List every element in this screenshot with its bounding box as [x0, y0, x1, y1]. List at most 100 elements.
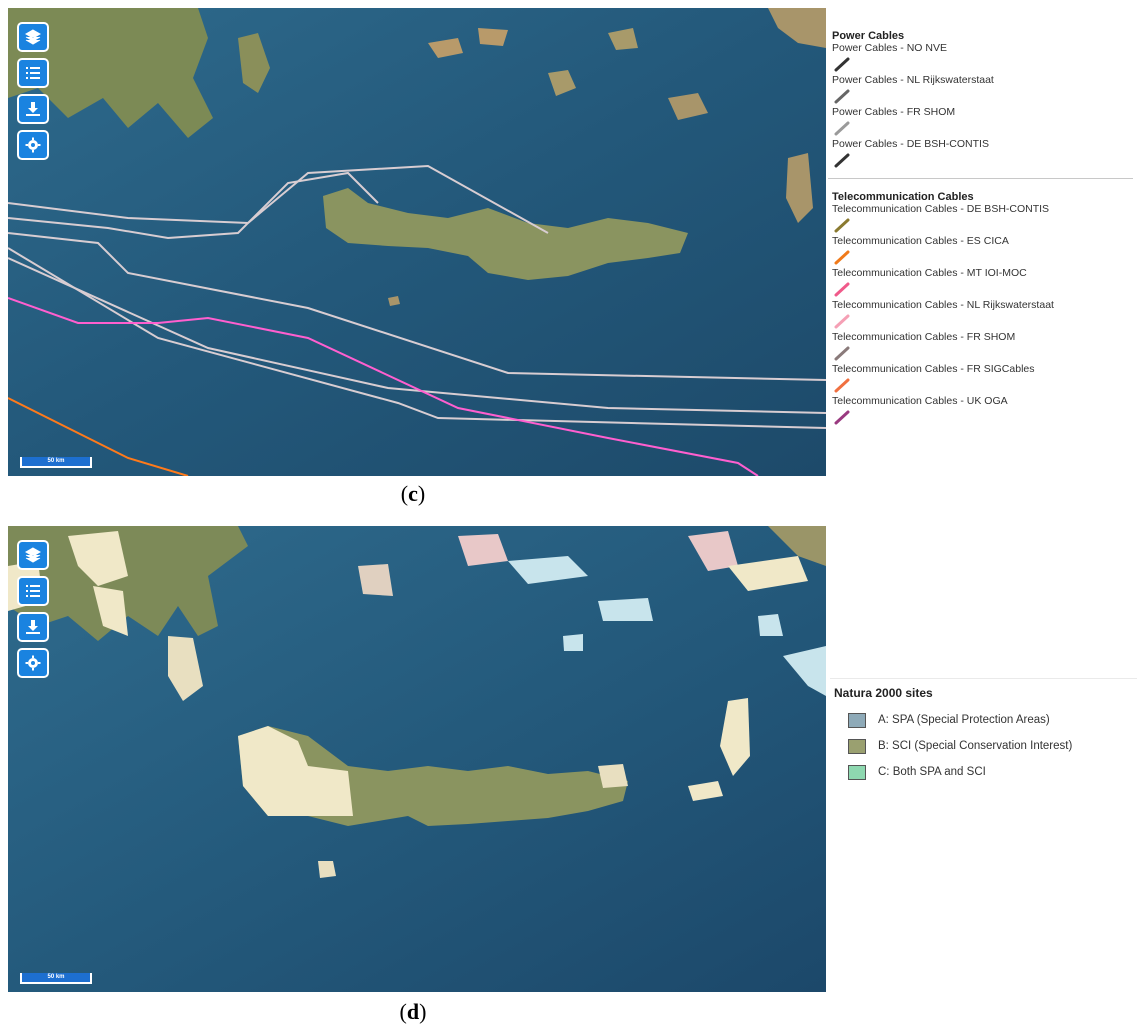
- map-toolbar-c: [17, 22, 49, 160]
- cable-line: [8, 257, 826, 414]
- legend-line-symbol: [834, 57, 850, 72]
- legend-title-natura: Natura 2000 sites: [834, 686, 933, 700]
- legend-entry: A: SPA (Special Protection Areas): [848, 707, 1137, 733]
- telecom-legend-list: Telecommunication Cables - DE BSH-CONTIS…: [832, 203, 1137, 427]
- natura-site: [508, 556, 588, 584]
- legend-entry: B: SCI (Special Conservation Interest): [848, 733, 1137, 759]
- layers-button[interactable]: [17, 540, 49, 570]
- legend-entry: Power Cables - FR SHOM: [832, 106, 1137, 138]
- natura-site: [598, 598, 653, 621]
- legend-entry: Telecommunication Cables - FR SIGCables: [832, 363, 1137, 395]
- natura-site: [598, 764, 628, 788]
- legend-entry-label: Telecommunication Cables - FR SHOM: [832, 331, 1016, 343]
- mainland-greece: [8, 526, 248, 641]
- layers-button[interactable]: [17, 22, 49, 52]
- natura-site: [688, 531, 738, 571]
- power-legend-list: Power Cables - NO NVE Power Cables - NL R…: [832, 42, 1137, 170]
- natura-site-west-crete: [238, 726, 353, 816]
- download-icon: [26, 620, 40, 634]
- island: [478, 28, 508, 46]
- crete-island: [323, 188, 688, 280]
- natura-site: [758, 614, 783, 636]
- natura-site: [68, 531, 128, 586]
- legend-entry-label: C: Both SPA and SCI: [878, 766, 986, 778]
- legend-entry-label: Power Cables - FR SHOM: [832, 106, 956, 118]
- legend-natura: Natura 2000 sites A: SPA (Special Protec…: [830, 678, 1137, 785]
- cable-line: [8, 171, 379, 240]
- natura-site: [783, 646, 826, 696]
- legend-line-symbol: [834, 250, 850, 265]
- island-kythira: [238, 33, 270, 93]
- legend-line-symbol: [834, 218, 850, 233]
- settings-button[interactable]: [17, 648, 49, 678]
- island: [668, 93, 708, 120]
- cable-line: [8, 164, 549, 234]
- legend-line-symbol: [834, 378, 850, 393]
- legend-entry-label: Telecommunication Cables - ES CICA: [832, 235, 1009, 247]
- legend-entry-label: B: SCI (Special Conservation Interest): [878, 740, 1073, 752]
- island-gavdos: [388, 296, 400, 306]
- gear-icon: [25, 655, 41, 671]
- layers-icon: [25, 547, 41, 563]
- legend-entry-label: A: SPA (Special Protection Areas): [878, 714, 1050, 726]
- list-icon: [26, 585, 40, 597]
- island: [428, 38, 463, 58]
- legend-line-symbol: [834, 153, 850, 168]
- download-button[interactable]: [17, 612, 49, 642]
- legend-entry-label: Telecommunication Cables - DE BSH-CONTIS: [832, 203, 1050, 215]
- legend-swatch: [848, 738, 866, 754]
- natura-site: [458, 534, 508, 566]
- natura-site: [688, 781, 723, 801]
- natura-site: [720, 698, 750, 776]
- legend-entry: Telecommunication Cables - DE BSH-CONTIS: [832, 203, 1137, 235]
- map-panel-c[interactable]: 50 km: [8, 8, 826, 476]
- legend-divider: [828, 178, 1133, 179]
- telecom-cable-line: [8, 297, 759, 476]
- caption-d: (d): [399, 999, 427, 1024]
- legend-list-button[interactable]: [17, 576, 49, 606]
- natura-site: [168, 636, 203, 701]
- legend-entry: C: Both SPA and SCI: [848, 759, 1137, 785]
- map-panel-d[interactable]: 50 km: [8, 526, 826, 992]
- legend-entry: Telecommunication Cables - FR SHOM: [832, 331, 1137, 363]
- natura-site: [358, 564, 393, 596]
- legend-line-symbol: [834, 282, 850, 297]
- cable-map[interactable]: [8, 8, 826, 476]
- legend-line-symbol: [834, 121, 850, 136]
- legend-cables: Power Cables Power Cables - NO NVE Power …: [828, 30, 1137, 427]
- legend-entry-label: Telecommunication Cables - MT IOI-MOC: [832, 267, 1027, 279]
- legend-entry: Telecommunication Cables - ES CICA: [832, 235, 1137, 267]
- map-toolbar-d: [17, 540, 49, 678]
- list-icon: [26, 67, 40, 79]
- legend-entry: Telecommunication Cables - MT IOI-MOC: [832, 267, 1137, 299]
- turkey-coast: [768, 526, 826, 566]
- legend-entry: Power Cables - NL Rijkswaterstaat: [832, 74, 1137, 106]
- island-karpathos: [786, 153, 813, 223]
- layers-icon: [25, 29, 41, 45]
- settings-button[interactable]: [17, 130, 49, 160]
- scale-bar: 50 km: [20, 973, 92, 984]
- legend-entry-label: Telecommunication Cables - UK OGA: [832, 395, 1008, 407]
- download-button[interactable]: [17, 94, 49, 124]
- natura-site: [93, 586, 128, 636]
- island-turkey-coast: [768, 8, 826, 48]
- download-icon: [26, 102, 40, 116]
- scale-bar: 50 km: [20, 457, 92, 468]
- mainland-greece: [8, 8, 213, 138]
- legend-entry: Telecommunication Cables - UK OGA: [832, 395, 1137, 427]
- legend-entry-label: Telecommunication Cables - NL Rijkswater…: [832, 299, 1054, 311]
- legend-entry-label: Power Cables - NL Rijkswaterstaat: [832, 74, 994, 86]
- legend-entry-label: Power Cables - DE BSH-CONTIS: [832, 138, 989, 150]
- natura-map[interactable]: [8, 526, 826, 992]
- legend-title-power: Power Cables: [832, 30, 905, 42]
- legend-line-symbol: [834, 89, 850, 104]
- legend-line-symbol: [834, 314, 850, 329]
- legend-swatch: [848, 764, 866, 780]
- legend-title-telecom: Telecommunication Cables: [832, 191, 974, 203]
- island: [608, 28, 638, 50]
- telecom-cable-line: [8, 397, 189, 476]
- legend-entry: Power Cables - DE BSH-CONTIS: [832, 138, 1137, 170]
- gear-icon: [25, 137, 41, 153]
- legend-entry: Power Cables - NO NVE: [832, 42, 1137, 74]
- legend-list-button[interactable]: [17, 58, 49, 88]
